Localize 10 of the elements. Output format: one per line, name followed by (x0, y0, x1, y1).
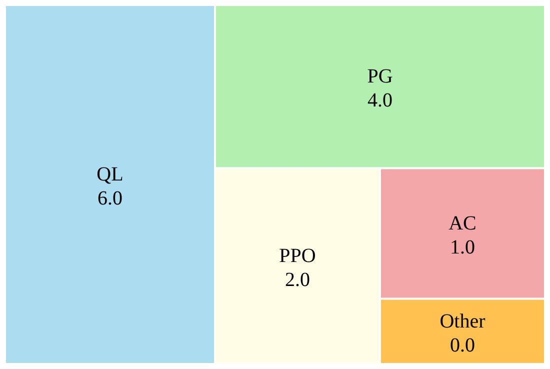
category-label: PG (367, 66, 393, 88)
data-label: 6.0 (98, 188, 122, 210)
category-label: QL (96, 164, 124, 186)
data-label: 4.0 (368, 90, 392, 112)
category-label: Other (440, 310, 486, 332)
category-label: AC (448, 212, 476, 234)
data-label: 2.0 (285, 269, 310, 292)
data-label: 1.0 (450, 236, 475, 258)
category-label: PPO (279, 245, 316, 268)
data-label: 0.0 (450, 334, 475, 356)
